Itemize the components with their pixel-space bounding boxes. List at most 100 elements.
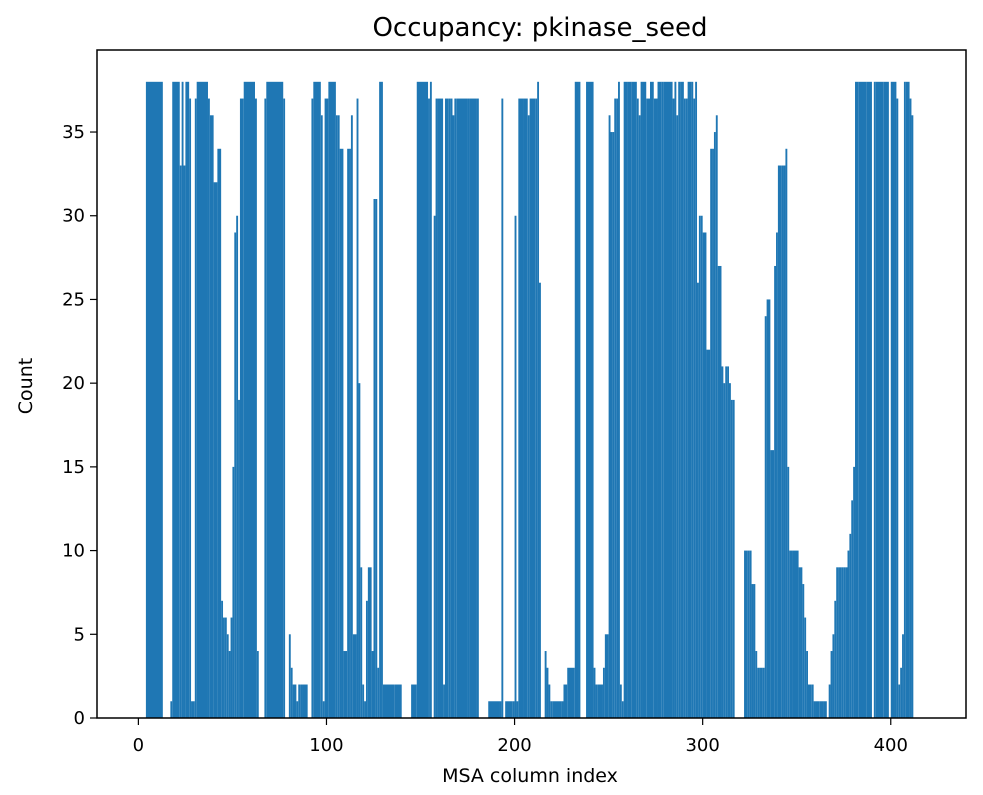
bar	[537, 81, 540, 718]
bar	[661, 81, 664, 718]
bar	[527, 115, 530, 719]
x-tick-label: 100	[309, 735, 343, 756]
bar	[762, 667, 765, 718]
bar	[196, 81, 208, 718]
bar	[535, 98, 538, 719]
bar	[448, 98, 451, 719]
bar	[849, 533, 852, 718]
bar	[866, 81, 872, 718]
bar	[514, 215, 517, 719]
bar	[627, 81, 632, 718]
bar	[749, 550, 752, 718]
bar	[828, 684, 831, 718]
bar	[444, 98, 449, 719]
bar	[185, 81, 190, 718]
bar	[612, 132, 615, 719]
bar	[900, 667, 903, 718]
bar	[744, 550, 748, 718]
bar	[811, 684, 814, 718]
bar	[429, 81, 432, 718]
bar	[695, 81, 698, 718]
bar	[681, 81, 684, 718]
bar	[623, 81, 628, 718]
bar	[191, 701, 195, 718]
x-axis: 0 100 200 300 400	[133, 718, 908, 756]
bar	[567, 667, 575, 718]
bar	[437, 98, 444, 719]
bar	[909, 98, 912, 719]
bar	[456, 98, 468, 719]
bar	[523, 98, 528, 719]
bar	[608, 115, 611, 719]
bar	[618, 81, 620, 718]
bar	[239, 98, 244, 719]
y-tick-label: 35	[62, 122, 85, 143]
bar	[657, 81, 662, 718]
bar	[781, 165, 784, 718]
bar	[875, 81, 884, 718]
bar	[685, 98, 688, 719]
bar	[792, 550, 799, 718]
bar	[687, 81, 692, 718]
bar	[614, 98, 617, 719]
bar	[683, 98, 686, 719]
bar	[653, 98, 658, 719]
bar	[443, 684, 445, 718]
bar	[751, 584, 754, 718]
bar	[663, 81, 673, 718]
bar	[839, 567, 842, 718]
bar	[680, 81, 682, 718]
bar	[902, 634, 904, 718]
x-tick-label: 0	[133, 735, 144, 756]
bar	[298, 684, 301, 718]
x-tick-label: 400	[874, 735, 908, 756]
bar	[819, 701, 824, 718]
bar	[546, 667, 549, 718]
bar	[890, 81, 895, 718]
bar	[172, 81, 180, 718]
bar	[806, 651, 808, 718]
bar	[347, 148, 350, 718]
bar	[232, 466, 235, 718]
bar	[350, 115, 353, 719]
bar	[499, 701, 502, 718]
bar	[550, 701, 553, 718]
bar	[296, 701, 299, 718]
bar	[776, 232, 778, 719]
bar	[228, 651, 231, 718]
bar	[382, 684, 395, 718]
bar	[243, 81, 255, 718]
bar	[224, 617, 227, 718]
bar	[808, 684, 812, 718]
bar	[322, 701, 325, 718]
bar	[700, 215, 703, 719]
bar	[373, 199, 376, 718]
bar	[311, 98, 314, 719]
y-tick-label: 30	[62, 206, 85, 227]
bar	[674, 81, 677, 718]
bar	[774, 265, 777, 718]
bar	[435, 98, 438, 719]
bar	[255, 98, 257, 719]
bar	[337, 115, 340, 719]
bar	[531, 98, 536, 719]
bar	[729, 383, 731, 718]
bar	[830, 651, 833, 718]
chart-title: Occupancy: pkinase_seed	[372, 13, 707, 43]
bar	[428, 98, 430, 719]
bar	[642, 81, 647, 718]
bar	[595, 684, 598, 718]
bar	[768, 299, 771, 718]
bar	[896, 98, 899, 719]
bar	[721, 366, 724, 718]
bar	[452, 115, 455, 719]
y-tick-label: 0	[74, 708, 85, 729]
bar	[636, 98, 639, 719]
bar	[759, 667, 761, 718]
bar	[488, 701, 500, 718]
bar	[339, 148, 342, 718]
y-tick-label: 5	[74, 624, 85, 645]
bar	[505, 701, 513, 718]
bar	[586, 81, 594, 718]
bar	[691, 81, 694, 718]
